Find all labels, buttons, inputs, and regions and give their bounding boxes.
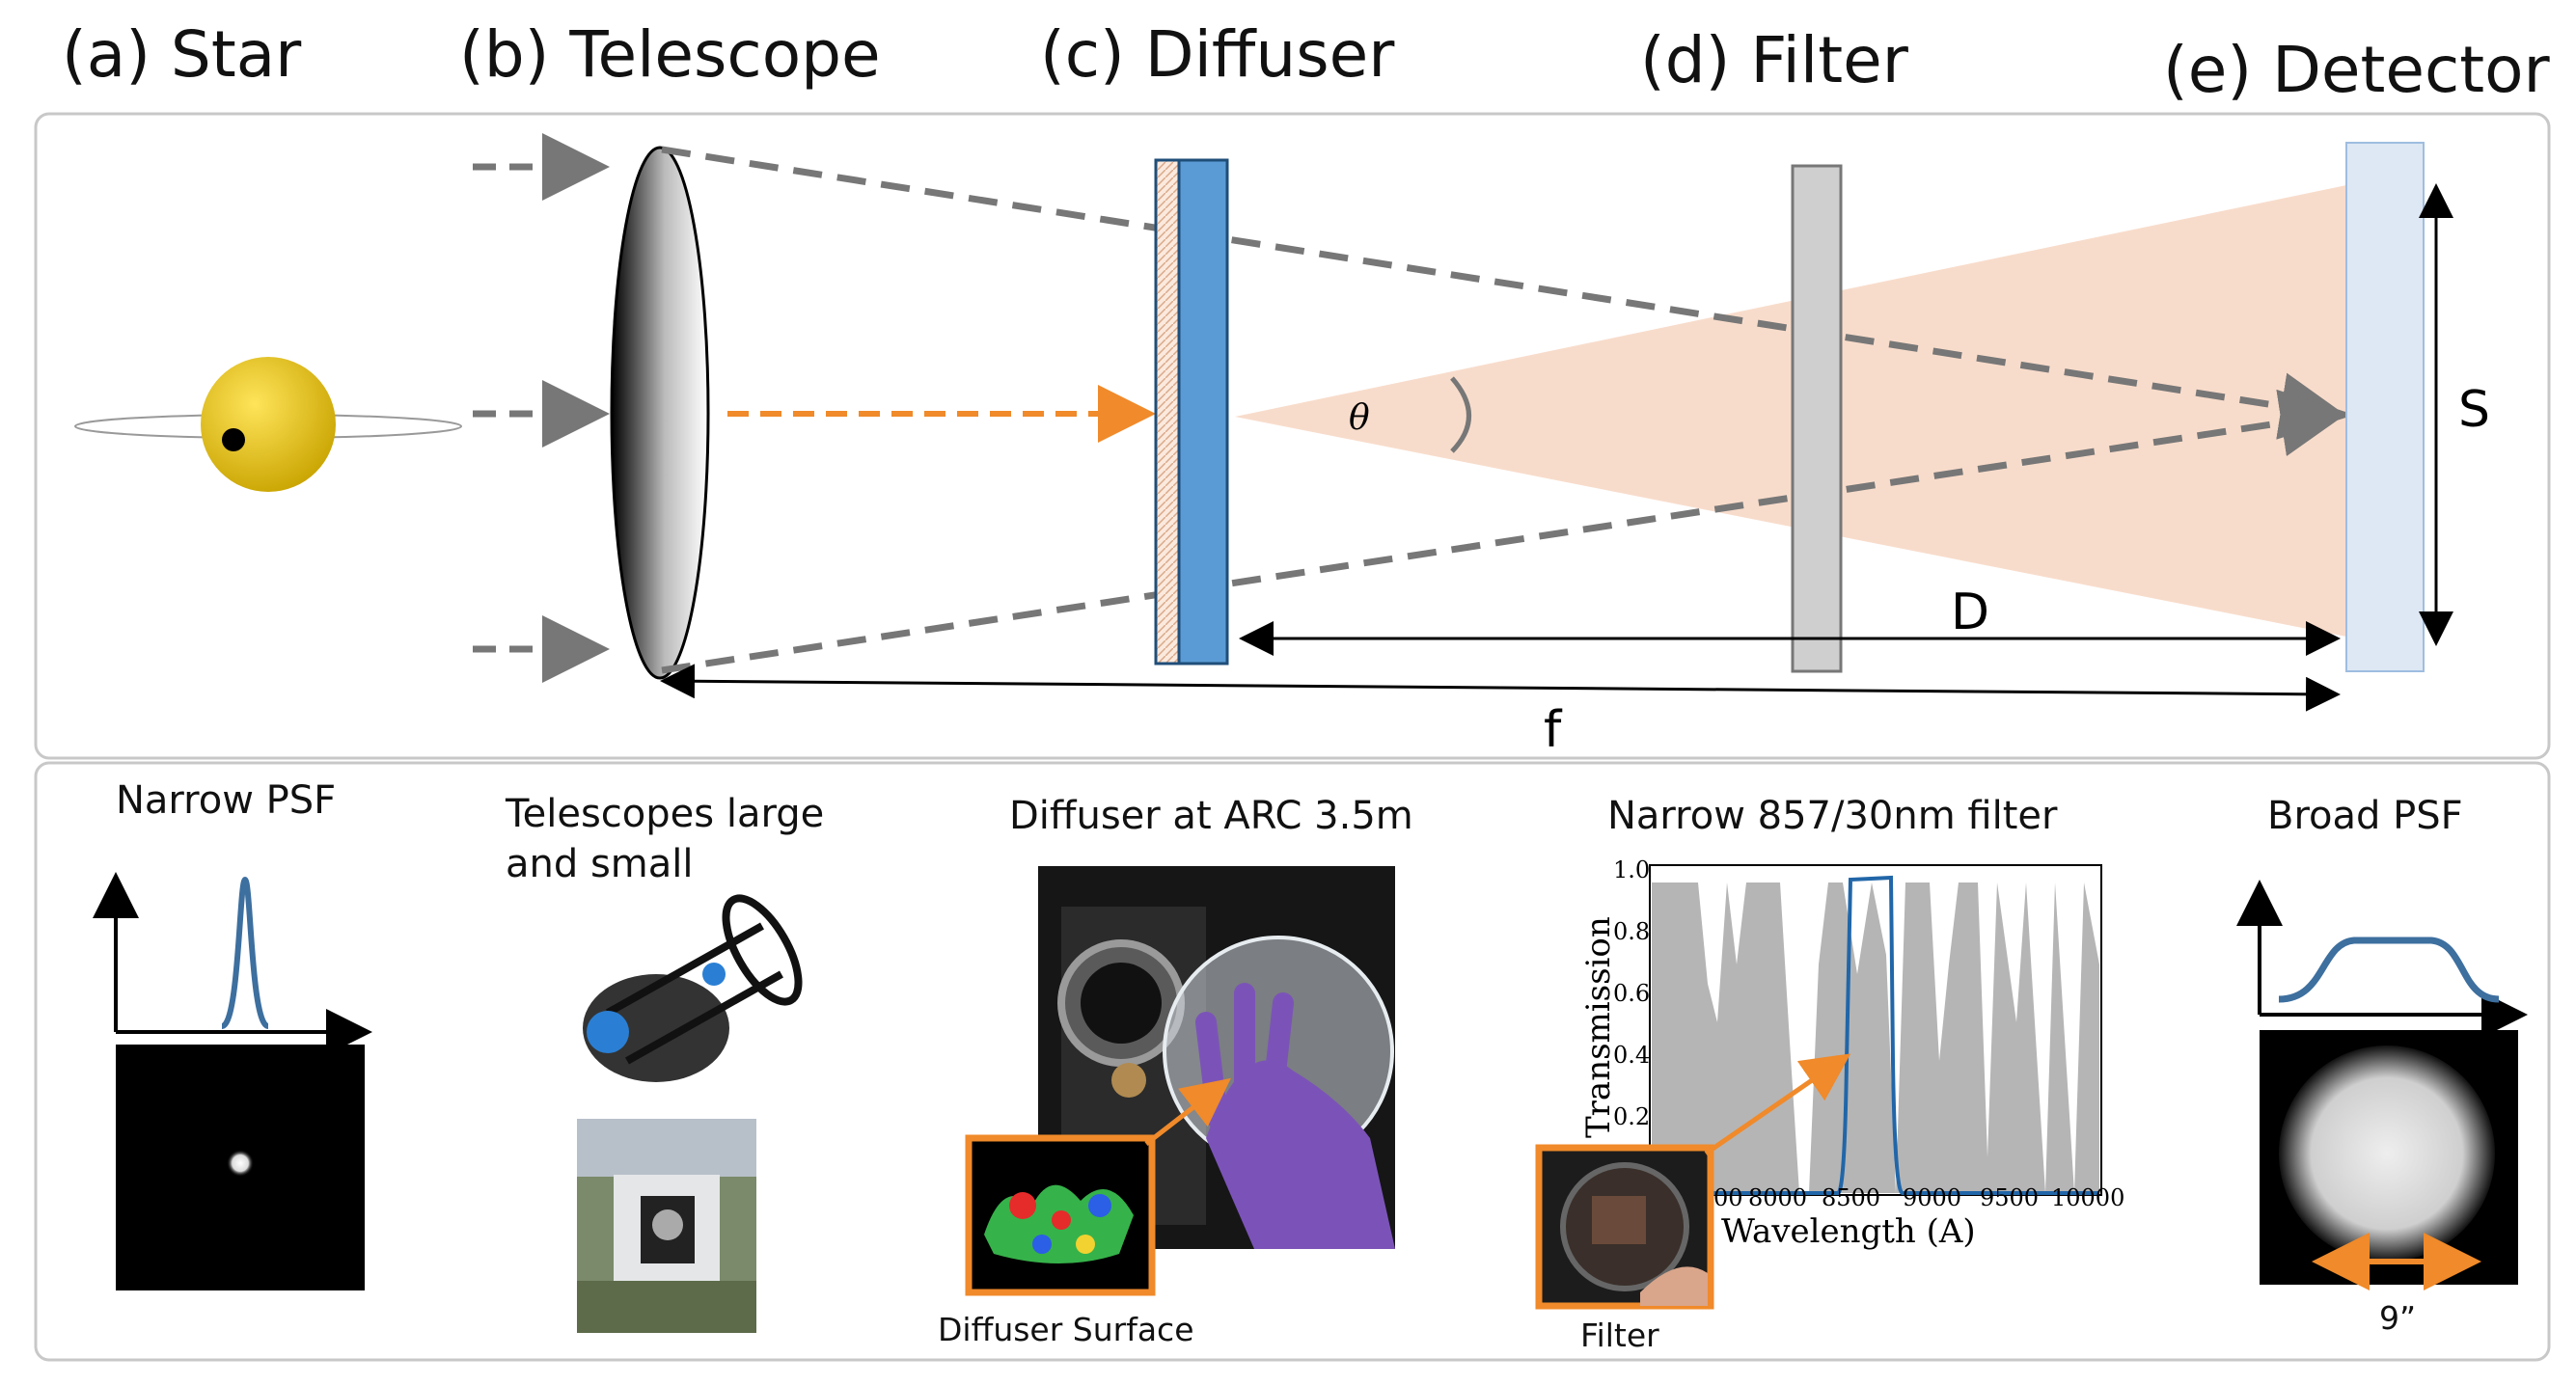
diffuser-inset-pointer [1144, 1077, 1231, 1146]
telescopes-title-line2: and small [506, 842, 694, 886]
focal-label: f [1544, 701, 1563, 759]
filter-plot-title: Narrow 857/30nm filter [1607, 794, 2058, 838]
filter-ytick-2: 0.8 [1613, 918, 1650, 945]
filter-ytick-1: 1.0 [1613, 856, 1650, 883]
narrow-psf-spot [227, 1150, 254, 1177]
converging-ray-top [661, 146, 2348, 440]
narrow-psf-curve [220, 876, 270, 1029]
filter-inset-pointer [1704, 1053, 1851, 1156]
broad-psf-disc [2279, 1046, 2495, 1262]
planet-icon [222, 428, 245, 451]
size-label: S [2458, 381, 2490, 439]
broad-psf-width-label: 9” [2379, 1299, 2417, 1337]
telescopes-title-line1: Telescopes large [506, 792, 825, 836]
filter-xtick-4: 9000 [1903, 1184, 1961, 1211]
diffuser-surface-caption: Diffuser Surface [938, 1311, 1194, 1348]
filter-xtick-5: 9500 [1980, 1184, 2039, 1211]
filter-ytick-3: 0.6 [1613, 980, 1650, 1007]
filter-inset-caption: Filter [1580, 1317, 1659, 1354]
filter-inset [1535, 1144, 1714, 1310]
broad-psf-title: Broad PSF [2267, 794, 2463, 838]
filter-ytick-4: 0.4 [1613, 1042, 1650, 1069]
filter-xtick-6: 10000 [2051, 1184, 2124, 1211]
broad-psf-curve [2278, 937, 2500, 1003]
detector-plate [2345, 142, 2425, 672]
narrow-psf-title: Narrow PSF [116, 778, 337, 823]
filter-plot-ylabel: Transmission [1579, 916, 1618, 1138]
filter-xtick-1: 00 [1713, 1184, 1743, 1211]
diffused-beam-cone [1235, 185, 2346, 637]
header-detector: (e) Detector [2163, 33, 2550, 107]
header-filter: (d) Filter [1640, 23, 1908, 97]
diffuser-photo-title: Diffuser at ARC 3.5m [1009, 794, 1413, 838]
converging-ray-bottom [661, 389, 2348, 674]
telescope-lens [610, 146, 710, 680]
focal-arrow [660, 664, 2341, 712]
theta-arc [1450, 376, 1471, 453]
theta-label: θ [1349, 398, 1370, 438]
filter-xtick-2: 8000 [1748, 1184, 1807, 1211]
filter-transmission-curve [1652, 875, 2099, 1195]
small-telescope-image [583, 894, 803, 1082]
filter-plot-xlabel: Wavelength (A) [1721, 1212, 1976, 1251]
observatory-image [577, 1119, 756, 1333]
filter-ytick-5: 0.2 [1613, 1103, 1650, 1130]
header-diffuser: (c) Diffuser [1040, 17, 1395, 92]
diffuser-hatched-layer [1154, 158, 1183, 665]
diffuser-surface-inset [965, 1134, 1156, 1296]
filter-plate [1791, 164, 1843, 673]
header-star: (a) Star [62, 17, 302, 92]
star-icon [201, 357, 336, 492]
filter-xtick-3: 8500 [1822, 1184, 1880, 1211]
header-telescope: (b) Telescope [459, 17, 881, 92]
diffuser-plate [1177, 158, 1229, 665]
distance-label: D [1951, 584, 1989, 641]
